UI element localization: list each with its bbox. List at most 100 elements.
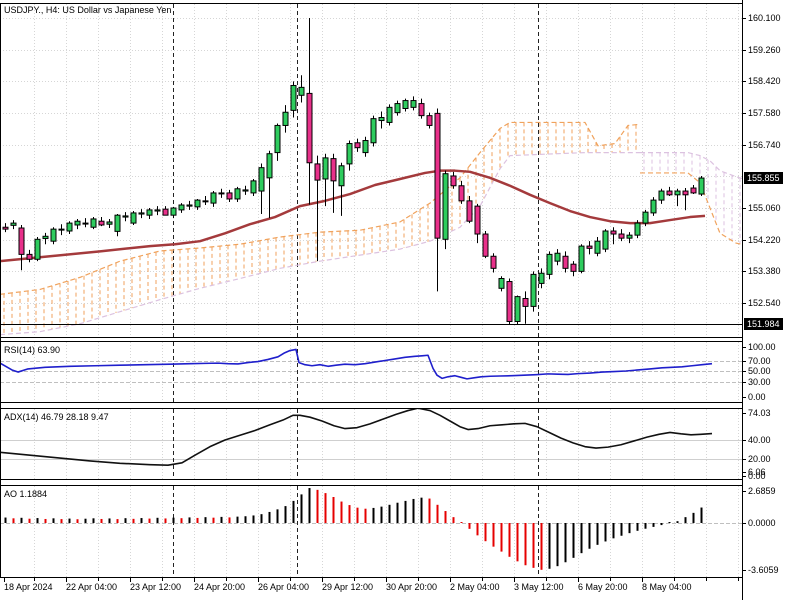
adx-scale-label: 6.06 xyxy=(748,467,766,478)
candle xyxy=(418,98,425,119)
time-axis-label: 18 Apr 2024 xyxy=(4,582,53,592)
candle xyxy=(330,153,337,213)
price-axis-label: 152.540 xyxy=(748,298,781,308)
candle xyxy=(250,178,257,196)
candle xyxy=(426,112,433,129)
candle xyxy=(122,212,129,222)
candle xyxy=(658,188,665,204)
candle xyxy=(114,214,121,237)
ao-histogram xyxy=(4,488,703,570)
ichimoku-cloud xyxy=(0,121,742,336)
ma-line xyxy=(0,169,706,263)
time-axis-label: 3 May 12:00 xyxy=(514,582,564,592)
candle xyxy=(474,203,481,244)
candle xyxy=(266,150,273,219)
ao-scale-label: -3.6059 xyxy=(748,564,779,575)
candle xyxy=(594,237,601,257)
candle xyxy=(466,195,473,224)
candle xyxy=(138,209,145,219)
candle xyxy=(274,123,281,161)
candle xyxy=(362,136,369,157)
candle xyxy=(586,241,593,255)
candle xyxy=(58,224,65,236)
candle xyxy=(82,218,89,228)
rsi-scale-label: 50.00 xyxy=(748,366,771,376)
candle xyxy=(626,232,633,244)
ao-scale-label: 2.6859 xyxy=(748,486,776,496)
adx-scale-label: 0.00 xyxy=(748,471,766,481)
candle xyxy=(546,251,553,280)
candle xyxy=(522,291,529,324)
time-axis-label: 23 Apr 12:00 xyxy=(130,582,182,592)
time-axis-label: 22 Apr 04:00 xyxy=(66,582,118,592)
low-price-badge: 151.984 xyxy=(744,317,783,330)
candle xyxy=(202,195,209,205)
candle xyxy=(442,170,449,250)
candle xyxy=(290,81,297,118)
candle xyxy=(322,153,329,207)
candles xyxy=(2,18,705,325)
price-axis-label: 160.100 xyxy=(748,13,781,23)
candle xyxy=(386,104,393,126)
candle xyxy=(42,232,49,245)
candle xyxy=(498,276,505,292)
candle xyxy=(226,189,233,202)
candle xyxy=(178,203,185,213)
candle xyxy=(506,278,513,325)
candle xyxy=(10,220,17,230)
gridlines xyxy=(0,4,742,577)
candle xyxy=(610,227,617,245)
candle xyxy=(562,251,569,273)
candle xyxy=(162,206,169,216)
candle xyxy=(554,249,561,266)
candle xyxy=(354,138,361,152)
candle xyxy=(490,253,497,273)
candle xyxy=(578,244,585,274)
time-axis-label: 8 May 04:00 xyxy=(642,582,692,592)
candle xyxy=(570,261,577,277)
adx-indicator-label: ADX(14) 46.79 28.18 9.47 xyxy=(4,412,109,422)
time-axis-label: 2 May 04:00 xyxy=(450,582,500,592)
candle xyxy=(90,217,97,230)
candle xyxy=(210,191,217,207)
candle xyxy=(634,220,641,239)
candle xyxy=(338,162,345,216)
price-axis-label: 159.260 xyxy=(748,44,781,55)
rsi-scale-label: 0.00 xyxy=(748,392,766,402)
candle xyxy=(602,229,609,253)
candle xyxy=(434,108,441,292)
candle xyxy=(242,185,249,195)
candle xyxy=(2,223,9,233)
candle xyxy=(154,206,161,216)
price-axis-label: 157.580 xyxy=(748,108,781,118)
ao-scale-label: 0.0000 xyxy=(748,518,776,528)
candle xyxy=(282,105,289,133)
candle xyxy=(66,221,73,235)
time-axis-label: 24 Apr 20:00 xyxy=(194,582,246,592)
candle xyxy=(674,188,681,207)
candle xyxy=(218,188,225,198)
frame xyxy=(0,0,746,600)
candle xyxy=(690,185,697,195)
candle xyxy=(346,140,353,171)
adx-scale-label: 74.03 xyxy=(748,408,771,418)
candle xyxy=(130,211,137,225)
candle xyxy=(170,206,177,219)
candle xyxy=(106,218,113,228)
candle xyxy=(146,208,153,219)
candle xyxy=(618,229,625,242)
rsi-scale-label: 70.00 xyxy=(748,355,771,366)
candle xyxy=(650,197,657,216)
candle xyxy=(394,100,401,116)
candle xyxy=(258,163,265,215)
candle xyxy=(698,175,705,196)
candle xyxy=(34,237,41,262)
candle xyxy=(530,271,537,312)
candle xyxy=(402,98,409,112)
adx-scale-label: 40.00 xyxy=(748,435,771,445)
time-axis-label: 30 Apr 20:00 xyxy=(386,582,438,592)
candle xyxy=(410,96,417,111)
candle xyxy=(378,111,385,129)
